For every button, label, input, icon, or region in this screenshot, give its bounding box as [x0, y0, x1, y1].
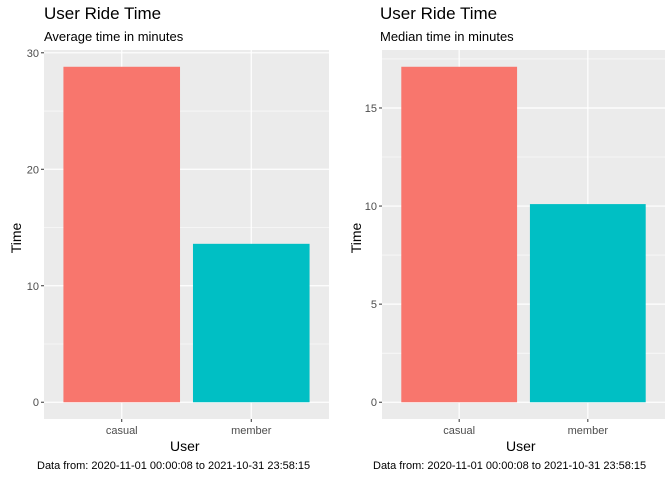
x-tick-label: member — [568, 425, 609, 437]
chart-caption: Data from: 2020-11-01 00:00:08 to 2021-1… — [37, 460, 311, 472]
chart-subtitle: Median time in minutes — [380, 29, 514, 44]
y-axis-label: Time — [8, 222, 24, 254]
x-axis-label: User — [506, 438, 536, 454]
y-tick-label: 30 — [27, 48, 39, 60]
y-tick-label: 15 — [365, 103, 377, 115]
y-tick-label: 0 — [33, 397, 39, 409]
y-tick-label: 5 — [371, 299, 377, 311]
bar-chart-average: 0 10 20 30 casual member — [27, 48, 329, 437]
chart-caption: Data from: 2020-11-01 00:00:08 to 2021-1… — [373, 460, 647, 472]
chart-title: User Ride Time — [380, 4, 498, 23]
x-tick-label: casual — [443, 425, 475, 437]
chart-panel-median: User Ride Time Median time in minutes 0 5… — [336, 0, 672, 480]
bar-member — [192, 243, 310, 403]
x-axis-label: User — [170, 438, 200, 454]
bar-casual — [401, 66, 518, 403]
x-tick-label: member — [231, 425, 272, 437]
y-tick-label: 10 — [27, 281, 39, 293]
y-tick-label: 0 — [371, 397, 377, 409]
chart-title: User Ride Time — [44, 4, 162, 23]
bar-casual — [63, 66, 181, 403]
y-tick-label: 10 — [365, 201, 377, 213]
bar-member — [529, 204, 646, 403]
chart-panel-average: User Ride Time Average time in minutes 0… — [8, 4, 329, 472]
bar-chart-median: 0 5 10 15 casual member — [365, 50, 665, 437]
y-axis-label: Time — [348, 222, 364, 254]
y-tick-label: 20 — [27, 164, 39, 176]
x-tick-label: casual — [106, 425, 138, 437]
chart-subtitle: Average time in minutes — [44, 29, 184, 44]
